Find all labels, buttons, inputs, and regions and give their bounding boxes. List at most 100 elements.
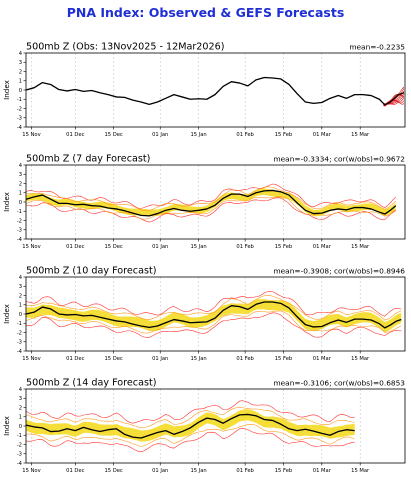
ensemble-member-line (25, 310, 402, 334)
y-tick-label: -2 (17, 442, 22, 448)
y-axis-label: Index (2, 79, 11, 100)
y-tick-label: 3 (19, 284, 22, 290)
y-tick-label: 2 (19, 293, 22, 299)
figure-title: PNA Index: Observed & GEFS Forecasts (67, 5, 345, 20)
x-tick-label: 01 Dec (66, 468, 84, 474)
panel-stats: mean=-0.3334; cor(w/obs)=0.9672 (273, 155, 405, 164)
ensemble-spread-line (25, 400, 355, 424)
x-tick-label: 01 Dec (66, 132, 84, 138)
chart-panel: 500mb Z (14 day Forecast) mean=-0.3106; c… (2, 378, 406, 474)
obs-series-line (25, 76, 405, 106)
chart-panel: 500mb Z (7 day Forecast) mean=-0.3334; co… (2, 154, 406, 250)
obs-series-line (25, 189, 397, 217)
y-tick-label: -4 (17, 461, 23, 467)
y-tick-label: 4 (19, 275, 23, 281)
panel-title: 500mb Z (14 day Forecast) (26, 378, 156, 389)
ensemble-core-band (26, 299, 402, 333)
y-tick-label: 3 (19, 60, 22, 66)
x-tick-label: 15 Dec (105, 356, 123, 362)
chart-panel: 500mb Z (10 day Forecast) mean=-0.3908; c… (2, 266, 406, 362)
forecast-member-line (384, 86, 405, 106)
ensemble-spread-line (25, 312, 402, 338)
y-tick-label: 1 (19, 415, 22, 421)
x-tick-label: 15 Mar (351, 468, 370, 474)
x-tick-label: 01 Mar (313, 468, 332, 474)
y-tick-label: -3 (17, 228, 22, 234)
x-tick-label: 01 Feb (236, 132, 254, 138)
ensemble-member-line (25, 424, 355, 447)
x-tick-label: 15 Jan (190, 468, 206, 474)
y-tick-label: -2 (17, 330, 22, 336)
y-tick-label: 3 (19, 172, 22, 178)
ensemble-member-line (25, 295, 402, 321)
ensemble-member-line (25, 186, 396, 212)
y-tick-label: 0 (19, 200, 22, 206)
x-tick-label: 15 Feb (275, 356, 293, 362)
y-tick-label: -3 (17, 452, 22, 458)
panel-title: 500mb Z (7 day Forecast) (26, 154, 150, 165)
y-tick-label: -1 (17, 321, 22, 327)
y-tick-label: 4 (19, 163, 23, 169)
x-tick-label: 01 Dec (66, 356, 84, 362)
y-axis-label: Index (2, 415, 11, 436)
plot-frame (25, 52, 406, 128)
ensemble-spread-line (25, 428, 355, 453)
panel-title: 500mb Z (Obs: 13Nov2025 - 12Mar2026) (26, 42, 224, 53)
x-tick-label: 15 Nov (22, 468, 40, 474)
plot-frame (25, 388, 406, 464)
forecast-member-line (384, 102, 405, 106)
x-tick-label: 15 Nov (22, 132, 40, 138)
x-tick-label: 01 Dec (66, 244, 84, 250)
ensemble-spread-line (25, 290, 402, 317)
x-tick-label: 01 Jan (152, 244, 168, 250)
y-tick-label: -2 (17, 218, 22, 224)
x-tick-label: 15 Jan (190, 244, 206, 250)
y-tick-label: 4 (19, 387, 23, 393)
x-tick-label: 15 Dec (105, 468, 123, 474)
x-tick-label: 01 Feb (236, 244, 254, 250)
y-tick-label: -4 (17, 237, 23, 243)
y-tick-label: -1 (17, 97, 22, 103)
x-tick-label: 15 Dec (105, 244, 123, 250)
ensemble-core-band (26, 409, 355, 442)
y-tick-label: 4 (19, 51, 23, 57)
y-tick-label: -4 (17, 125, 23, 131)
x-tick-label: 01 Jan (152, 468, 168, 474)
obs-series-line (25, 301, 402, 329)
y-tick-label: 2 (19, 405, 22, 411)
y-tick-label: -3 (17, 116, 22, 122)
plot-frame (25, 276, 406, 352)
x-tick-label: 01 Feb (236, 356, 254, 362)
x-tick-label: 01 Feb (236, 468, 254, 474)
y-tick-label: 0 (19, 312, 22, 318)
y-tick-label: 1 (19, 303, 22, 309)
y-tick-label: 2 (19, 69, 22, 75)
x-tick-label: 15 Jan (190, 356, 206, 362)
y-tick-label: 3 (19, 396, 22, 402)
obs-series-line (25, 413, 355, 439)
y-axis-label: Index (2, 191, 11, 212)
x-tick-label: 15 Nov (22, 356, 40, 362)
plot-frame (25, 164, 406, 240)
y-tick-label: 0 (19, 88, 22, 94)
x-tick-label: 15 Jan (190, 132, 206, 138)
x-tick-label: 01 Mar (313, 244, 332, 250)
y-tick-label: 1 (19, 191, 22, 197)
x-tick-label: 15 Mar (351, 356, 370, 362)
panel-title: 500mb Z (10 day Forecast) (26, 266, 156, 277)
chart-panel: 500mb Z (Obs: 13Nov2025 - 12Mar2026) mean… (2, 42, 406, 138)
y-tick-label: -1 (17, 433, 22, 439)
y-tick-label: 2 (19, 181, 22, 187)
y-tick-label: -1 (17, 209, 22, 215)
panels-container: 500mb Z (Obs: 13Nov2025 - 12Mar2026) mean… (2, 42, 406, 474)
y-tick-label: -2 (17, 106, 22, 112)
panel-stats: mean=-0.3908; cor(w/obs)=0.8946 (273, 267, 405, 276)
x-tick-label: 15 Nov (22, 244, 40, 250)
x-tick-label: 15 Feb (275, 132, 293, 138)
y-tick-label: 0 (19, 424, 22, 430)
x-tick-label: 01 Mar (313, 356, 332, 362)
x-tick-label: 15 Mar (351, 132, 370, 138)
y-tick-label: -4 (17, 349, 23, 355)
x-tick-label: 01 Jan (152, 132, 168, 138)
